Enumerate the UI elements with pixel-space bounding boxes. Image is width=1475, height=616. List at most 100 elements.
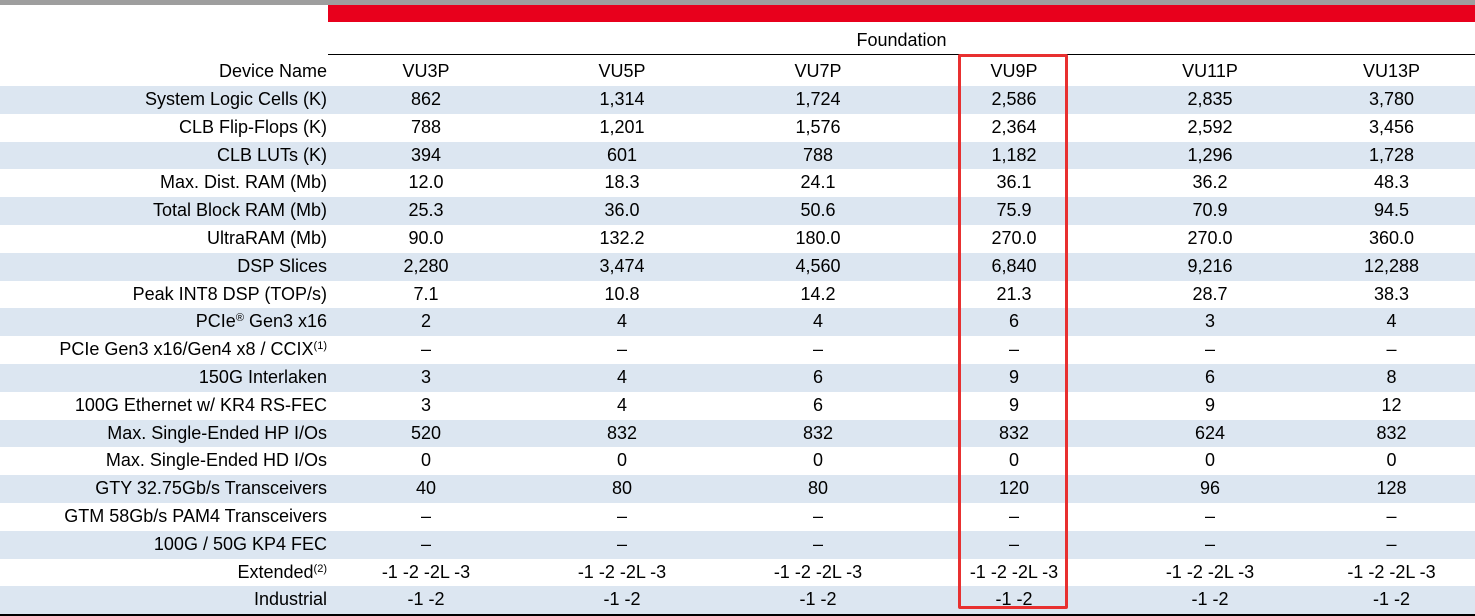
row-label: DSP Slices bbox=[0, 252, 328, 281]
table-row: System Logic Cells (K) 862 1,314 1,724 2,586… bbox=[0, 86, 1475, 114]
row-label: Max. Single-Ended HD I/Os bbox=[0, 447, 328, 475]
table-cell: – bbox=[812, 339, 823, 360]
table-cell: 788 bbox=[720, 141, 916, 170]
table-row: PCIe® Gen3 x16 2 4 4 6 3 4 bbox=[0, 308, 1475, 337]
table-cell: 25.3 bbox=[328, 197, 524, 225]
table-cell: – bbox=[812, 505, 823, 526]
row-label: PCIe Gen3 x16/Gen4 x8 / CCIX(1) bbox=[0, 336, 328, 364]
row-label: PCIe® Gen3 x16 bbox=[0, 308, 328, 337]
table-cell: – bbox=[1008, 339, 1019, 360]
table-cell: 50.6 bbox=[720, 197, 916, 225]
row-label-superscript: (2) bbox=[313, 562, 327, 575]
table-row: PCIe Gen3 x16/Gen4 x8 / CCIX(1) – – – – – – bbox=[0, 336, 1475, 364]
row-label-text: Industrial bbox=[253, 589, 327, 610]
device-header-vu3p: VU3P bbox=[402, 61, 450, 81]
table-cell: 832 bbox=[524, 419, 720, 448]
table-cell: -1 -2 bbox=[916, 586, 1112, 616]
table-cell: – bbox=[1386, 339, 1397, 360]
row-label: Extended(2) bbox=[0, 559, 328, 587]
table-cell: – bbox=[1112, 530, 1308, 559]
table-cell: 4 bbox=[524, 363, 720, 392]
table-cell: 4 bbox=[1308, 308, 1475, 337]
row-label: Industrial bbox=[0, 586, 328, 616]
table-cell: 94.5 bbox=[1308, 197, 1475, 225]
row-label-text: Total Block RAM (Mb) bbox=[152, 200, 327, 221]
table-cell: – bbox=[420, 339, 431, 360]
table-cell: 1,728 bbox=[1308, 141, 1475, 170]
table-cell: 3 bbox=[1112, 308, 1308, 337]
table-cell: 832 bbox=[720, 419, 916, 448]
row-label: GTY 32.75Gb/s Transceivers bbox=[0, 475, 328, 503]
table-cell: 80 bbox=[720, 475, 916, 503]
table-cell: 1,182 bbox=[916, 141, 1112, 170]
table-cell: 28.7 bbox=[1192, 283, 1228, 304]
table-cell: 96 bbox=[1112, 475, 1308, 503]
table-row: 100G Ethernet w/ KR4 RS-FEC 3 4 6 9 9 12 bbox=[0, 392, 1475, 420]
table-row: Peak INT8 DSP (TOP/s) 7.1 10.8 14.2 21.3 28.7… bbox=[0, 281, 1475, 309]
table-cell: 38.3 bbox=[1373, 283, 1410, 304]
row-label: Peak INT8 DSP (TOP/s) bbox=[0, 281, 328, 309]
top-red-banner bbox=[328, 5, 1475, 22]
table-cell: 2,364 bbox=[991, 116, 1037, 137]
table-cell: 6,840 bbox=[916, 252, 1112, 281]
table-cell: 3,474 bbox=[524, 252, 720, 281]
table-cell: 6 bbox=[1112, 363, 1308, 392]
row-label-text: UltraRAM (Mb) bbox=[207, 227, 327, 248]
device-header-vu11p: VU11P bbox=[1182, 61, 1238, 81]
table-cell: 36.2 bbox=[1192, 172, 1228, 193]
table-cell: 1,296 bbox=[1112, 141, 1308, 170]
table-row: Max. Single-Ended HD I/Os 0 0 0 0 0 0 bbox=[0, 447, 1475, 475]
table-row: Max. Single-Ended HP I/Os 520 832 832 832 624… bbox=[0, 419, 1475, 448]
table-cell: 40 bbox=[328, 475, 524, 503]
table-cell: 3,456 bbox=[1368, 116, 1415, 137]
device-spec-table: Device Name VU3P VU5P VU7P VU9P VU11P VU13P Sys… bbox=[0, 57, 1475, 616]
row-label: System Logic Cells (K) bbox=[0, 86, 328, 114]
device-header-vu13p: VU13P bbox=[1362, 61, 1421, 81]
row-label-text: CLB Flip-Flops (K) bbox=[178, 116, 327, 137]
table-cell: 120 bbox=[916, 475, 1112, 503]
row-label: CLB LUTs (K) bbox=[0, 141, 328, 170]
table-cell: 9,216 bbox=[1112, 252, 1308, 281]
row-label-text: 100G Ethernet w/ KR4 RS-FEC bbox=[74, 394, 327, 415]
table-cell: – bbox=[720, 530, 916, 559]
table-cell: 270.0 bbox=[1187, 227, 1233, 248]
table-row: GTY 32.75Gb/s Transceivers 40 80 80 120 96 128 bbox=[0, 475, 1475, 503]
table-cell: -1 -2 -2L -3 bbox=[1165, 561, 1255, 582]
row-label-text: PCIe bbox=[195, 311, 236, 332]
table-cell: 0 bbox=[1386, 450, 1397, 471]
row-label-text: GTM 58Gb/s PAM4 Transceivers bbox=[64, 505, 327, 526]
table-cell: – bbox=[328, 530, 524, 559]
row-label-text: Extended bbox=[237, 561, 314, 582]
table-cell: 1,724 bbox=[720, 86, 916, 114]
table-cell: -1 -2 -2L -3 bbox=[969, 561, 1059, 582]
table-cell: 4,560 bbox=[720, 252, 916, 281]
table-cell: 624 bbox=[1112, 419, 1308, 448]
table-cell: 6 bbox=[812, 394, 823, 415]
row-label: Max. Dist. RAM (Mb) bbox=[0, 169, 328, 197]
table-cell: 9 bbox=[1204, 394, 1215, 415]
table-cell: -1 -2 bbox=[328, 586, 524, 616]
table-row: DSP Slices 2,280 3,474 4,560 6,840 9,216 12,28… bbox=[0, 252, 1475, 281]
row-label: 100G / 50G KP4 FEC bbox=[0, 530, 328, 559]
table-cell: -1 -2 -2L -3 bbox=[773, 561, 863, 582]
table-cell: 2,835 bbox=[1112, 86, 1308, 114]
table-cell: – bbox=[1308, 530, 1475, 559]
table-cell: 1,201 bbox=[599, 116, 645, 137]
table-cell: 9 bbox=[1008, 394, 1019, 415]
table-cell: 0 bbox=[1008, 450, 1019, 471]
table-cell: 128 bbox=[1308, 475, 1475, 503]
table-cell: -1 -2 -2L -3 bbox=[577, 561, 667, 582]
table-cell: 3 bbox=[420, 394, 431, 415]
table-cell: 132.2 bbox=[599, 227, 645, 248]
row-label: 100G Ethernet w/ KR4 RS-FEC bbox=[0, 392, 328, 420]
table-cell: 36.0 bbox=[524, 197, 720, 225]
table-cell: 0 bbox=[616, 450, 627, 471]
row-label-text: Peak INT8 DSP (TOP/s) bbox=[132, 283, 327, 304]
table-cell: 270.0 bbox=[991, 227, 1037, 248]
table-cell: – bbox=[420, 505, 431, 526]
table-cell: 1,576 bbox=[795, 116, 841, 137]
table-cell: 18.3 bbox=[604, 172, 640, 193]
table-cell: 6 bbox=[720, 363, 916, 392]
table-cell: – bbox=[616, 505, 627, 526]
table-cell: -1 -2 bbox=[524, 586, 720, 616]
